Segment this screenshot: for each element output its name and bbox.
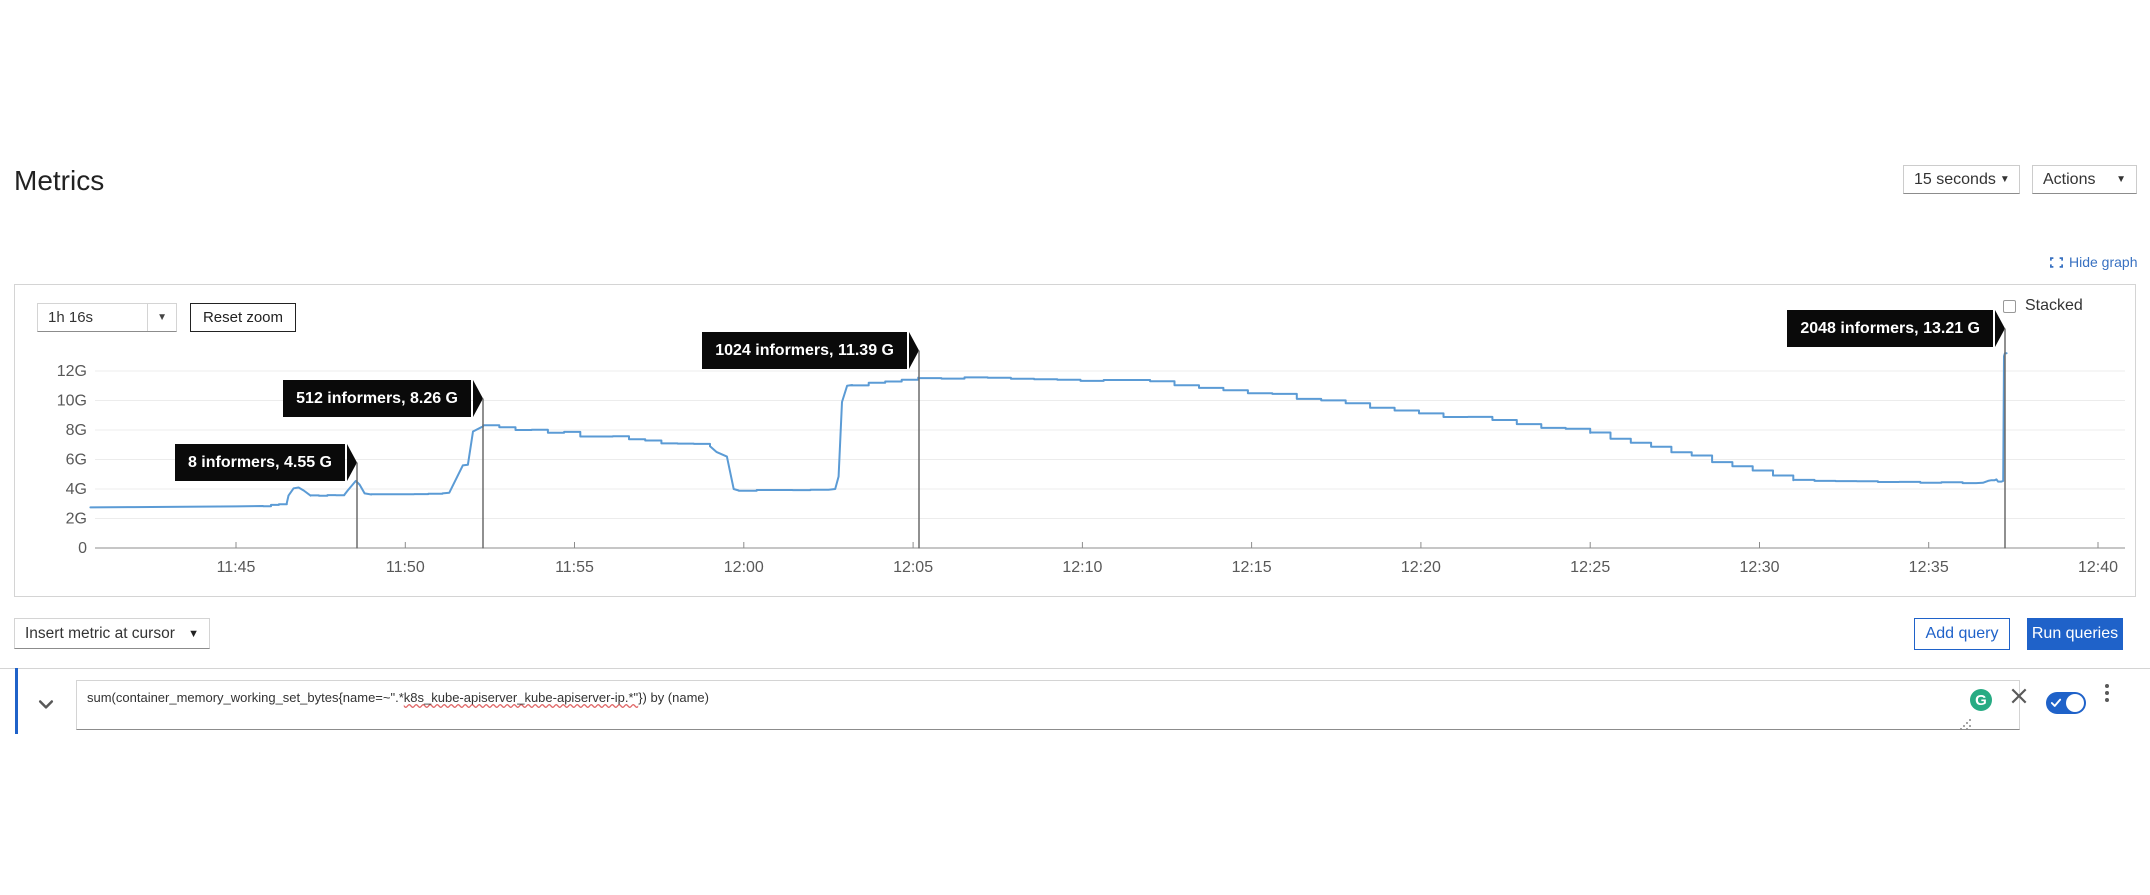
svg-text:12:05: 12:05: [893, 559, 933, 576]
svg-text:12:10: 12:10: [1062, 559, 1102, 576]
svg-text:12:30: 12:30: [1739, 559, 1779, 576]
svg-text:0: 0: [78, 540, 87, 557]
svg-text:4G: 4G: [66, 481, 87, 498]
svg-text:11:45: 11:45: [217, 559, 256, 576]
svg-text:8G: 8G: [66, 422, 87, 439]
svg-text:2G: 2G: [66, 511, 87, 528]
svg-text:6G: 6G: [66, 452, 87, 469]
svg-text:12:15: 12:15: [1232, 559, 1272, 576]
svg-text:12:00: 12:00: [724, 559, 764, 576]
svg-text:11:50: 11:50: [386, 559, 425, 576]
svg-text:12:20: 12:20: [1401, 559, 1441, 576]
svg-text:12G: 12G: [57, 363, 87, 380]
svg-text:12:35: 12:35: [1909, 559, 1949, 576]
svg-text:12:40: 12:40: [2078, 559, 2118, 576]
svg-text:12:25: 12:25: [1570, 559, 1610, 576]
svg-text:10G: 10G: [57, 393, 87, 410]
svg-text:11:55: 11:55: [555, 559, 594, 576]
